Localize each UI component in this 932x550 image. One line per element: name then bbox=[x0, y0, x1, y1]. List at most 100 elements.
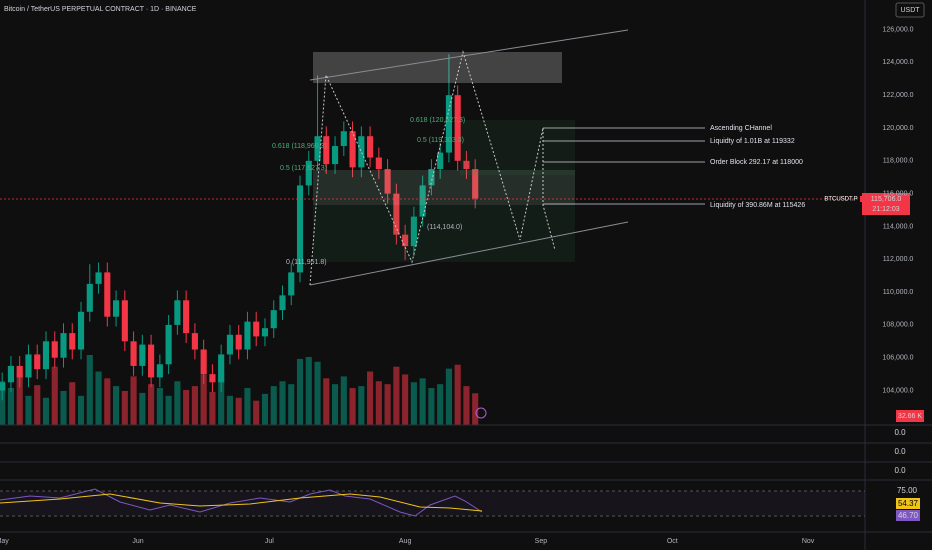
candle-body bbox=[218, 354, 225, 383]
candle-body bbox=[244, 321, 251, 350]
candle-body bbox=[183, 300, 190, 334]
volume-bar bbox=[148, 384, 155, 425]
candle-body bbox=[384, 169, 391, 194]
volume-bar bbox=[428, 388, 435, 425]
volume-bar bbox=[445, 368, 452, 425]
fib-label: 0.618 (118,960.3) bbox=[272, 143, 327, 150]
candle-body bbox=[0, 382, 6, 391]
candle-body bbox=[331, 146, 339, 165]
volume-bar bbox=[200, 374, 207, 425]
candle-body bbox=[60, 333, 67, 358]
candle-body bbox=[349, 131, 356, 168]
candle-body bbox=[340, 131, 347, 147]
supply-zone bbox=[313, 52, 562, 83]
volume-bar bbox=[16, 374, 23, 425]
candle-body bbox=[130, 341, 137, 366]
candle-body bbox=[86, 283, 93, 312]
plot-area bbox=[0, 54, 479, 425]
chart-title: Bitcoin / TetherUS PERPETUAL CONTRACT · … bbox=[4, 6, 197, 13]
x-tick-label: Nov bbox=[802, 538, 815, 545]
candle-body bbox=[51, 341, 58, 358]
volume-bar bbox=[95, 371, 102, 425]
x-tick-label: Sep bbox=[535, 538, 548, 545]
y-tick-label: 120,000.0 bbox=[882, 125, 913, 132]
volume-bar bbox=[34, 385, 41, 425]
currency: USDT bbox=[900, 7, 920, 14]
fib-label: 0.5 (117,627.3) bbox=[280, 165, 327, 172]
candle-body bbox=[77, 311, 85, 350]
candle-body bbox=[314, 136, 321, 161]
candle-body bbox=[121, 300, 128, 342]
volume-bar bbox=[296, 358, 304, 425]
y-tick-label: 124,000.0 bbox=[882, 59, 913, 66]
rsi-tag bbox=[896, 510, 920, 521]
volume-bar bbox=[253, 400, 260, 425]
candle-body bbox=[253, 321, 260, 337]
candle-body bbox=[419, 185, 426, 217]
candle-body bbox=[42, 341, 50, 370]
y-tick-label: 116,000.0 bbox=[883, 190, 914, 197]
volume-bar bbox=[0, 381, 6, 425]
candle-body bbox=[95, 272, 102, 284]
candle-body bbox=[226, 334, 234, 355]
volume-bar bbox=[463, 386, 470, 425]
volume-bar bbox=[104, 378, 111, 425]
fib-zone bbox=[313, 205, 575, 262]
volume-bar bbox=[437, 384, 444, 425]
volume-bar bbox=[244, 388, 251, 425]
volume-bar bbox=[191, 386, 198, 425]
volume-bar bbox=[454, 364, 461, 425]
candle-body bbox=[148, 344, 155, 378]
volume-bar bbox=[384, 384, 391, 425]
event-icon[interactable] bbox=[475, 407, 487, 419]
volume-bar bbox=[130, 376, 137, 425]
indicator-value: 0.0 bbox=[894, 447, 906, 456]
candle-body bbox=[410, 216, 417, 247]
candle-body bbox=[139, 344, 146, 366]
volume-bar bbox=[112, 386, 120, 425]
volume-bar bbox=[279, 381, 286, 425]
currency-box bbox=[895, 2, 925, 18]
candle-body bbox=[112, 300, 120, 317]
candle-body bbox=[34, 354, 41, 370]
tag-pointer bbox=[860, 196, 862, 202]
rsi-band bbox=[0, 491, 865, 516]
volume-value: 32.66 K bbox=[898, 413, 922, 420]
volume-bar bbox=[358, 386, 365, 425]
price-tag bbox=[862, 193, 910, 215]
candle-body bbox=[174, 300, 181, 325]
volume-bar bbox=[375, 381, 382, 425]
candle-body bbox=[209, 374, 216, 383]
candle-body bbox=[165, 324, 172, 365]
projection bbox=[542, 128, 556, 251]
volume-tag bbox=[896, 410, 924, 422]
fib-label: 0.5 (119,303.3) bbox=[417, 137, 464, 144]
fib-label: 0 (111,951.8) bbox=[286, 259, 327, 266]
order-block bbox=[313, 170, 575, 205]
volume-bar bbox=[305, 356, 312, 425]
volume-bar bbox=[402, 374, 409, 425]
volume-bar bbox=[270, 386, 277, 425]
volume-bar bbox=[121, 390, 128, 425]
volume-bar bbox=[51, 366, 58, 425]
volume-bar bbox=[288, 384, 295, 425]
symbol: BTCUSDT.P bbox=[824, 197, 857, 203]
volume-bar bbox=[393, 366, 400, 425]
rsi-ma-value: 54.37 bbox=[898, 499, 919, 508]
volume-bar bbox=[419, 378, 426, 425]
y-tick-label: 108,000.0 bbox=[882, 322, 913, 329]
volume-bar bbox=[60, 390, 67, 425]
annotation: Liquidty of 1.01B at 119332 bbox=[710, 138, 795, 145]
candle-body bbox=[25, 354, 32, 378]
volume-bar bbox=[77, 395, 85, 425]
candle-body bbox=[437, 152, 444, 170]
candle-body bbox=[235, 334, 242, 350]
candle-body bbox=[270, 310, 277, 329]
candle-body bbox=[296, 185, 304, 273]
y-tick-label: 126,000.0 bbox=[882, 26, 913, 33]
fib-label: (114,104.0) bbox=[427, 224, 462, 231]
rsi-value: 46.70 bbox=[898, 511, 919, 520]
volume-bar bbox=[139, 392, 146, 425]
candle-body bbox=[454, 95, 461, 161]
